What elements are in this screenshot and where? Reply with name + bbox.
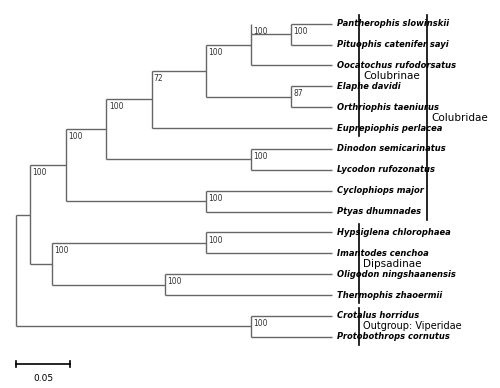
Text: 87: 87 <box>294 89 303 99</box>
Text: Crotalus horridus: Crotalus horridus <box>338 312 419 320</box>
Text: Lycodon rufozonatus: Lycodon rufozonatus <box>338 165 436 174</box>
Text: 100: 100 <box>208 194 222 203</box>
Text: 100: 100 <box>253 27 268 36</box>
Text: Pituophis catenifer sayi: Pituophis catenifer sayi <box>338 40 449 49</box>
Text: 100: 100 <box>208 48 222 57</box>
Text: Cyclophiops major: Cyclophiops major <box>338 186 424 195</box>
Text: Hypsiglena chlorophaea: Hypsiglena chlorophaea <box>338 228 451 237</box>
Text: Elaphe davidi: Elaphe davidi <box>338 82 401 91</box>
Text: 100: 100 <box>54 246 69 255</box>
Text: 100: 100 <box>294 27 308 36</box>
Text: 100: 100 <box>68 132 82 142</box>
Text: Pantherophis slowinskii: Pantherophis slowinskii <box>338 19 450 28</box>
Text: 72: 72 <box>154 74 164 83</box>
Text: Oligodon ningshaanensis: Oligodon ningshaanensis <box>338 270 456 279</box>
Text: 100: 100 <box>208 236 222 244</box>
Text: Orthriophis taeniurus: Orthriophis taeniurus <box>338 103 440 112</box>
Text: 100: 100 <box>108 102 123 111</box>
Text: Dipsadinae: Dipsadinae <box>364 259 422 269</box>
Text: Dinodon semicarinatus: Dinodon semicarinatus <box>338 144 446 153</box>
Text: Colubrinae: Colubrinae <box>364 71 420 81</box>
Text: Euprepiophis perlacea: Euprepiophis perlacea <box>338 123 442 133</box>
Text: 100: 100 <box>168 277 182 286</box>
Text: 100: 100 <box>32 168 46 177</box>
Text: Ptyas dhumnades: Ptyas dhumnades <box>338 207 421 216</box>
Text: Protobothrops cornutus: Protobothrops cornutus <box>338 333 450 341</box>
Text: 0.05: 0.05 <box>34 374 54 383</box>
Text: Thermophis zhaoermii: Thermophis zhaoermii <box>338 291 442 300</box>
Text: Colubridae: Colubridae <box>431 113 488 123</box>
Text: Imantodes cenchoa: Imantodes cenchoa <box>338 249 429 258</box>
Text: Outgroup: Viperidae: Outgroup: Viperidae <box>364 321 462 331</box>
Text: 100: 100 <box>253 319 268 328</box>
Text: 100: 100 <box>253 152 268 161</box>
Text: Oocatochus rufodorsatus: Oocatochus rufodorsatus <box>338 61 456 70</box>
